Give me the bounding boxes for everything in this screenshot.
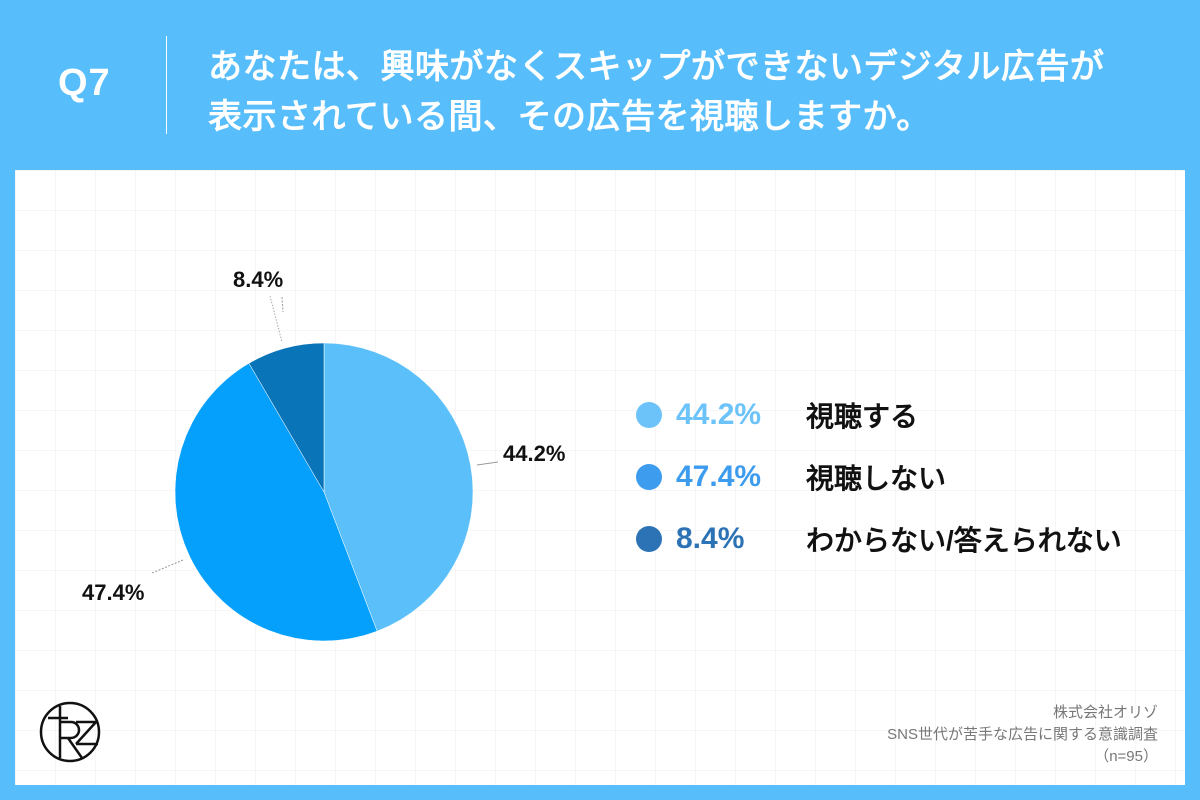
pie-slice-watch [323, 342, 474, 632]
legend-value: 8.4% [676, 522, 745, 555]
legend-dot-icon [636, 526, 662, 552]
legend-label: 視聴しない [806, 463, 947, 494]
sample-size: （n=95） [1094, 748, 1158, 765]
orizo-logo-icon [39, 701, 101, 763]
pie-slice-unknown [248, 342, 325, 493]
survey-name: SNS世代が苦手な広告に関する意識調査 [887, 726, 1158, 743]
question-title: あなたは、興味がなくスキップができないデジタル広告が 表示されている間、その広告… [208, 42, 1104, 142]
legend-label: 視聴する [806, 401, 919, 432]
legend-label: わからない/答えられない [806, 525, 1122, 556]
header: Q7 あなたは、興味がなくスキップができないデジタル広告が 表示されている間、そ… [0, 0, 1200, 170]
header-divider [166, 36, 167, 134]
slice-label-unknown: 8.4% [233, 267, 284, 292]
leader-line-3 [281, 296, 284, 313]
source-credit: 株式会社オリゾ SNS世代が苦手な広告に関する意識調査 （n=95） [887, 702, 1158, 768]
legend-dot-icon [636, 402, 662, 428]
question-number: Q7 [58, 62, 111, 104]
leader-line-2 [151, 559, 184, 574]
title-line-2: 表示されている間、その広告を視聴しますか。 [208, 98, 931, 136]
legend-value: 44.2% [676, 398, 762, 431]
company-name: 株式会社オリゾ [1052, 704, 1158, 721]
legend-value: 47.4% [676, 460, 762, 493]
slice-label-not-watch: 47.4% [82, 580, 145, 605]
legend-item-not-watch: 47.4% 視聴しない [636, 446, 1122, 508]
slice-label-watch: 44.2% [503, 441, 566, 466]
pie-slice-not-watch [174, 362, 378, 642]
legend-item-watch: 44.2% 視聴する [636, 384, 1122, 446]
leader-line-3b [269, 295, 283, 343]
legend: 44.2% 視聴する 47.4% 視聴しない 8.4% わからない/答えられない [636, 384, 1122, 570]
legend-item-unknown: 8.4% わからない/答えられない [636, 508, 1122, 570]
leader-line-1 [476, 461, 499, 466]
legend-dot-icon [636, 464, 662, 490]
title-line-1: あなたは、興味がなくスキップができないデジタル広告が [208, 48, 1105, 86]
